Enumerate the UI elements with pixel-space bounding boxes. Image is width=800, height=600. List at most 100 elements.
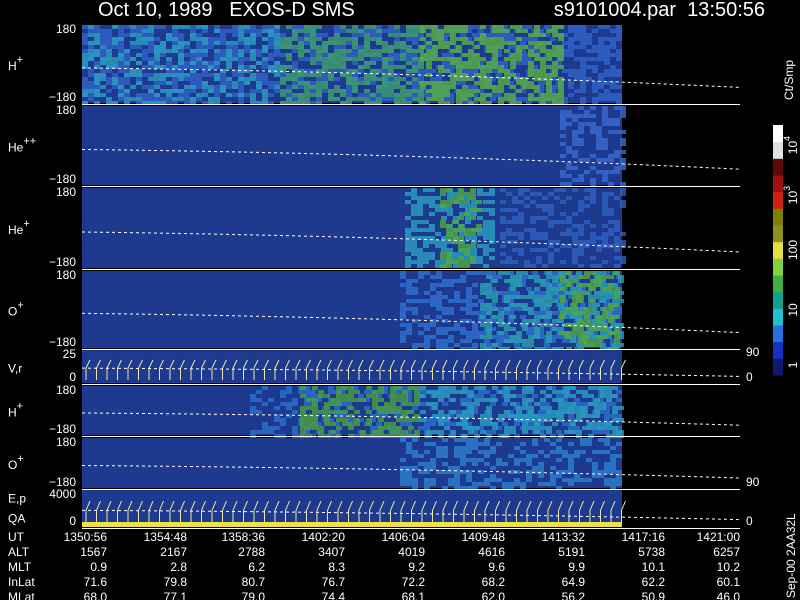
texture bbox=[580, 37, 586, 41]
texture bbox=[412, 279, 418, 283]
texture bbox=[452, 240, 458, 244]
texture bbox=[556, 438, 562, 442]
texture bbox=[566, 150, 572, 154]
texture bbox=[458, 192, 464, 196]
texture bbox=[574, 335, 580, 339]
texture bbox=[502, 422, 508, 426]
texture bbox=[478, 458, 484, 462]
texture bbox=[604, 81, 610, 85]
texture bbox=[584, 188, 590, 192]
texture bbox=[606, 422, 612, 426]
texture bbox=[460, 299, 466, 303]
texture bbox=[136, 101, 142, 105]
texture bbox=[510, 394, 516, 398]
cell: 46.0 bbox=[717, 590, 741, 600]
texture bbox=[454, 446, 460, 450]
texture bbox=[196, 93, 202, 97]
texture bbox=[606, 327, 612, 331]
texture bbox=[436, 283, 442, 287]
texture bbox=[412, 482, 418, 486]
texture bbox=[372, 394, 378, 398]
texture bbox=[576, 410, 582, 414]
texture bbox=[432, 53, 438, 57]
texture bbox=[464, 244, 470, 248]
texture bbox=[472, 343, 478, 347]
texture bbox=[435, 196, 441, 200]
texture bbox=[318, 394, 324, 398]
texture bbox=[256, 390, 262, 394]
texture bbox=[580, 61, 586, 65]
texture bbox=[364, 73, 370, 77]
texture bbox=[496, 442, 502, 446]
texture bbox=[100, 41, 106, 45]
texture bbox=[364, 97, 370, 101]
texture bbox=[358, 33, 364, 37]
texture bbox=[620, 166, 626, 170]
texture bbox=[472, 311, 478, 315]
texture bbox=[608, 170, 614, 174]
texture bbox=[262, 25, 268, 29]
texture bbox=[582, 390, 588, 394]
texture bbox=[616, 33, 622, 37]
texture bbox=[484, 390, 490, 394]
texture bbox=[423, 256, 429, 260]
texture bbox=[610, 482, 616, 486]
texture bbox=[190, 77, 196, 81]
texture bbox=[570, 394, 576, 398]
texture bbox=[598, 470, 604, 474]
texture bbox=[432, 29, 438, 33]
texture bbox=[510, 57, 516, 61]
texture bbox=[596, 327, 602, 331]
texture bbox=[450, 398, 456, 402]
texture bbox=[304, 89, 310, 93]
texture bbox=[412, 53, 418, 57]
texture bbox=[580, 73, 586, 77]
texture bbox=[364, 45, 370, 49]
texture bbox=[426, 41, 432, 45]
texture bbox=[514, 446, 520, 450]
texture bbox=[376, 77, 382, 81]
texture bbox=[280, 418, 286, 422]
texture bbox=[552, 327, 558, 331]
file-label: s9101004.par 13:50:56 bbox=[554, 0, 765, 21]
texture bbox=[348, 426, 354, 430]
texture bbox=[580, 81, 586, 85]
texture bbox=[522, 45, 528, 49]
texture bbox=[88, 73, 94, 77]
colorbar-cell bbox=[773, 158, 783, 176]
texture bbox=[454, 323, 460, 327]
texture bbox=[330, 402, 336, 406]
texture bbox=[502, 402, 508, 406]
texture bbox=[470, 196, 476, 200]
texture bbox=[556, 311, 562, 315]
texture bbox=[334, 422, 340, 426]
texture bbox=[88, 41, 94, 45]
texture bbox=[346, 418, 352, 422]
texture bbox=[516, 406, 522, 410]
texture bbox=[202, 45, 208, 49]
panel-label-sup: + bbox=[23, 218, 29, 230]
texture bbox=[250, 410, 256, 414]
texture bbox=[394, 77, 400, 81]
texture bbox=[328, 53, 334, 57]
texture bbox=[472, 486, 478, 490]
texture bbox=[516, 29, 522, 33]
texture bbox=[618, 331, 624, 335]
texture bbox=[604, 319, 610, 323]
texture bbox=[566, 166, 572, 170]
texture bbox=[190, 101, 196, 105]
texture bbox=[598, 73, 604, 77]
texture bbox=[452, 236, 458, 240]
texture bbox=[520, 275, 526, 279]
texture bbox=[460, 307, 466, 311]
texture bbox=[546, 430, 552, 434]
texture bbox=[292, 97, 298, 101]
texture bbox=[544, 482, 550, 486]
texture bbox=[400, 53, 406, 57]
texture bbox=[274, 418, 280, 422]
texture bbox=[292, 37, 298, 41]
texture bbox=[456, 61, 462, 65]
texture bbox=[106, 89, 112, 93]
texture bbox=[448, 339, 454, 343]
texture bbox=[124, 101, 130, 105]
